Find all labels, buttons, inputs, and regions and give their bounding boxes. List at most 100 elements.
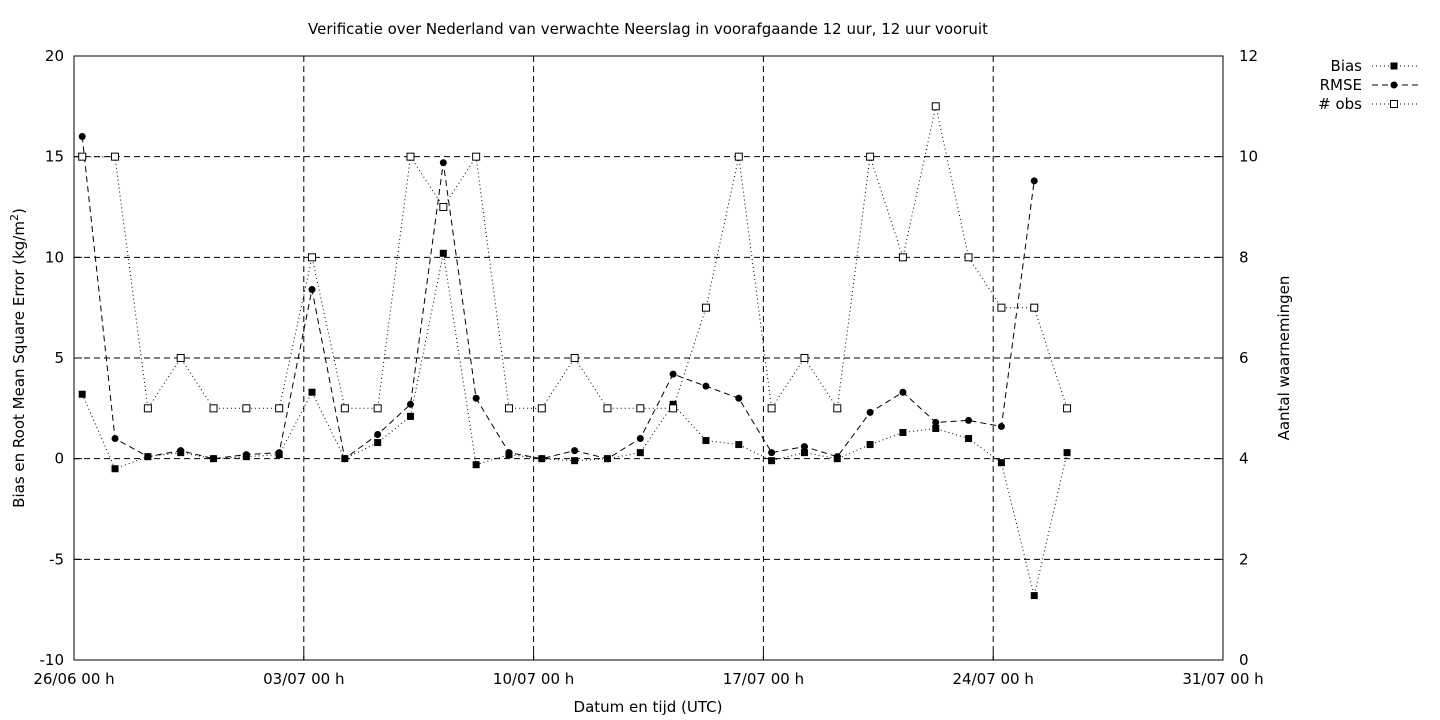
data-point — [537, 404, 546, 413]
data-point — [308, 286, 316, 294]
data-point — [603, 404, 612, 413]
data-point — [702, 382, 710, 390]
data-point — [734, 152, 743, 161]
data-point — [669, 400, 677, 408]
data-point — [570, 354, 579, 362]
data-point — [374, 439, 382, 447]
data-point — [833, 404, 842, 413]
data-point — [636, 435, 644, 443]
data-point — [242, 404, 251, 413]
data-point — [275, 449, 283, 457]
data-point — [505, 449, 513, 457]
data-point — [1030, 592, 1038, 600]
y-tick-label: 15 — [45, 148, 64, 166]
data-point — [406, 152, 415, 161]
data-point — [406, 400, 414, 408]
data-point — [177, 447, 185, 455]
legend-marker — [1390, 62, 1398, 70]
y2-tick-label: 6 — [1239, 349, 1249, 367]
data-point — [472, 152, 481, 161]
data-point — [111, 465, 119, 473]
legend-marker — [1390, 100, 1398, 108]
y-tick-label: 10 — [45, 248, 64, 266]
chart-title: Verificatie over Nederland van verwachte… — [308, 20, 988, 38]
series-rmse — [78, 133, 1038, 463]
x-tick-label: 17/07 00 h — [723, 670, 804, 688]
data-point — [439, 159, 447, 167]
legend-label: RMSE — [1320, 76, 1362, 94]
data-point — [439, 249, 447, 257]
data-point — [768, 449, 776, 457]
legend-label: Bias — [1331, 57, 1363, 75]
series-line — [81, 253, 1068, 596]
data-point — [701, 303, 710, 312]
data-point — [111, 435, 119, 443]
data-point — [111, 152, 120, 161]
data-point — [374, 431, 382, 439]
y-tick-label: 5 — [54, 349, 64, 367]
y-tick-label: -5 — [49, 550, 64, 568]
data-point — [210, 455, 218, 463]
x-tick-label: 03/07 00 h — [263, 670, 344, 688]
data-point — [800, 449, 808, 457]
data-point — [931, 102, 940, 111]
data-point — [866, 441, 874, 449]
data-point — [636, 404, 645, 413]
data-point — [275, 404, 284, 413]
data-point — [504, 404, 513, 413]
data-point — [1063, 404, 1072, 413]
data-point — [899, 388, 907, 396]
x-tick-label: 26/06 00 h — [33, 670, 114, 688]
y-axis-label-superscript: 2 — [8, 214, 21, 221]
data-point — [341, 455, 349, 463]
data-point — [78, 133, 86, 141]
data-point — [143, 404, 152, 413]
data-point — [800, 443, 808, 451]
y-tick-label: -10 — [40, 651, 65, 669]
data-point — [1030, 177, 1038, 185]
data-point — [406, 412, 414, 420]
data-point — [242, 451, 250, 459]
data-point — [735, 441, 743, 449]
y-axis-label: Bias en Root Mean Square Error (kg/m2) — [8, 208, 28, 508]
data-point — [800, 354, 809, 362]
data-point — [472, 461, 480, 469]
y2-tick-label: 2 — [1239, 550, 1249, 568]
x-tick-label: 31/07 00 h — [1182, 670, 1263, 688]
data-point — [899, 428, 907, 436]
data-point — [735, 394, 743, 402]
legend-marker — [1390, 81, 1398, 89]
grid-lines — [74, 56, 1223, 660]
x-tick-label: 24/07 00 h — [953, 670, 1034, 688]
y2-axis-label: Aantal waarnemingen — [1275, 276, 1293, 441]
y-tick-label: 20 — [45, 47, 64, 65]
axis-ticks: -10 -5 0 5 10 15 20 0 2 4 6 8 10 12 26/06 00 h 03/07 00… — [33, 47, 1263, 688]
data-point — [538, 455, 546, 463]
series-bias — [78, 249, 1071, 600]
data-point — [571, 447, 579, 455]
legend-label: # obs — [1318, 95, 1362, 113]
data-point — [472, 394, 480, 402]
data-point — [898, 253, 907, 262]
data-point — [964, 253, 973, 262]
data-point — [1030, 303, 1039, 312]
y-tick-label: 0 — [54, 450, 64, 468]
data-point — [833, 453, 841, 461]
data-point — [603, 455, 611, 463]
y2-tick-label: 4 — [1239, 450, 1249, 468]
y2-tick-label: 0 — [1239, 651, 1249, 669]
y2-tick-label: 10 — [1239, 148, 1258, 166]
y-axis-label-main: Bias en Root Mean Square Error (kg/m — [10, 221, 28, 508]
data-point — [373, 404, 382, 413]
data-point — [571, 457, 579, 465]
data-point — [997, 459, 1005, 467]
x-axis-label: Datum en tijd (UTC) — [574, 698, 723, 716]
data-point — [965, 416, 973, 424]
y2-tick-label: 12 — [1239, 47, 1258, 65]
data-point — [932, 424, 940, 432]
data-point — [669, 404, 678, 413]
data-point — [308, 388, 316, 396]
data-point — [78, 390, 86, 398]
